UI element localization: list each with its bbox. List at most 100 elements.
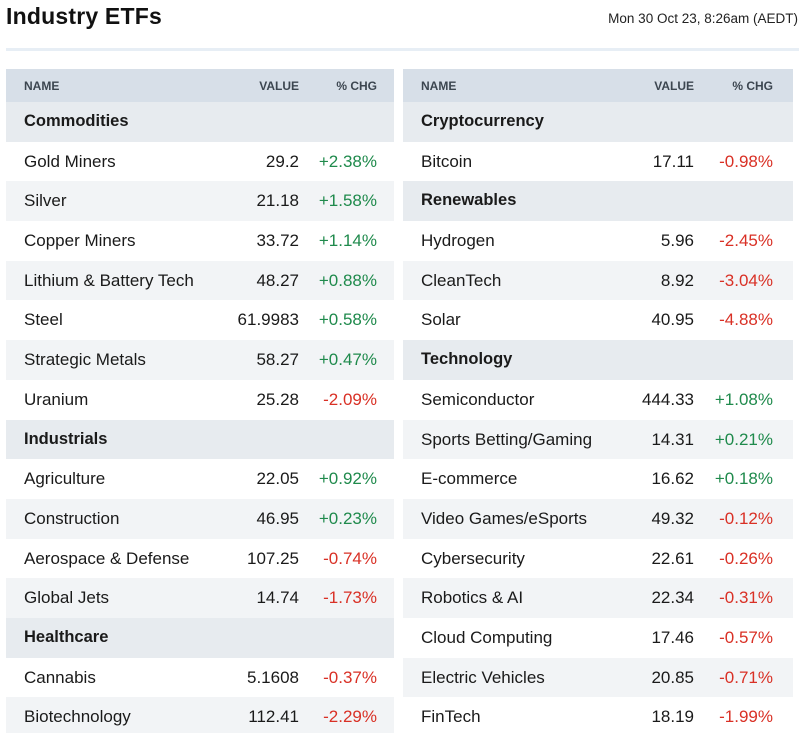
etf-name[interactable]: E-commerce (421, 469, 518, 489)
table-row-cleantech[interactable]: CleanTech 8.92 -3.04% (403, 260, 793, 301)
etf-name[interactable]: Global Jets (24, 588, 110, 608)
etf-name[interactable]: Lithium & Battery Tech (24, 270, 194, 290)
etf-value: 5.96 (660, 231, 694, 251)
table-row-video-games-esports[interactable]: Video Games/eSports 49.32 -0.12% (403, 498, 793, 539)
table-row-global-jets[interactable]: Global Jets 14.74 -1.73% (6, 578, 394, 618)
page-title: Industry ETFs (6, 3, 162, 29)
table-row-gold-miners[interactable]: Gold Miners 29.2 +2.38% (6, 142, 394, 182)
page-header: Industry ETFs Mon 30 Oct 23, 8:26am (AED… (0, 0, 804, 48)
group-header-industrials: Industrials (6, 419, 394, 460)
table-row-hydrogen[interactable]: Hydrogen 5.96 -2.45% (403, 221, 793, 261)
table-row-sports-betting-gaming[interactable]: Sports Betting/Gaming 14.31 +0.21% (403, 419, 793, 460)
etf-name[interactable]: Strategic Metals (24, 350, 146, 370)
etf-name[interactable]: Uranium (24, 389, 89, 409)
etf-percent-change: -0.57% (719, 627, 773, 647)
group-label: Renewables (421, 191, 517, 210)
etf-name[interactable]: Biotechnology (24, 707, 131, 727)
table-row-bitcoin[interactable]: Bitcoin 17.11 -0.98% (403, 142, 793, 182)
table-row-cloud-computing[interactable]: Cloud Computing 17.46 -0.57% (403, 618, 793, 658)
etf-value: 16.62 (651, 469, 694, 489)
group-header-cryptocurrency: Cryptocurrency (403, 102, 793, 142)
etf-percent-change: -4.88% (719, 310, 773, 330)
table-row-steel[interactable]: Steel 61.9983 +0.58% (6, 300, 394, 340)
etf-value: 112.41 (248, 707, 299, 727)
etf-value: 22.05 (256, 469, 299, 489)
etf-name[interactable]: Agriculture (24, 469, 106, 489)
table-row-silver[interactable]: Silver 21.18 +1.58% (6, 181, 394, 222)
etf-name[interactable]: Copper Miners (24, 231, 136, 251)
etf-value: 18.19 (651, 707, 694, 727)
column-header-change[interactable]: % CHG (336, 79, 377, 93)
etf-name[interactable]: CleanTech (421, 270, 502, 290)
etf-name[interactable]: Cloud Computing (421, 627, 553, 647)
etf-value: 40.95 (651, 310, 694, 330)
etf-table-right: NAME VALUE % CHG Cryptocurrency Bitcoin 17… (403, 69, 793, 733)
etf-name[interactable]: Gold Miners (24, 151, 116, 171)
timestamp: Mon 30 Oct 23, 8:26am (AEDT) (608, 11, 798, 26)
table-row-strategic-metals[interactable]: Strategic Metals 58.27 +0.47% (6, 340, 394, 380)
etf-name[interactable]: Construction (24, 508, 120, 528)
etf-name[interactable]: Cannabis (24, 667, 96, 687)
etf-name[interactable]: Silver (24, 191, 67, 211)
etf-value: 20.85 (651, 667, 694, 687)
etf-percent-change: -2.29% (323, 707, 377, 727)
column-header-value[interactable]: VALUE (654, 79, 694, 93)
etf-name[interactable]: Video Games/eSports (421, 508, 587, 528)
etf-name[interactable]: Sports Betting/Gaming (421, 429, 593, 449)
table-row-fintech[interactable]: FinTech 18.19 -1.99% (403, 697, 793, 733)
table-row-lithium-and-battery-tech[interactable]: Lithium & Battery Tech 48.27 +0.88% (6, 260, 394, 301)
group-header-commodities: Commodities (6, 102, 394, 142)
table-row-electric-vehicles[interactable]: Electric Vehicles 20.85 -0.71% (403, 657, 793, 698)
group-header-technology: Technology (403, 340, 793, 380)
group-header-renewables: Renewables (403, 181, 793, 222)
column-header-name[interactable]: NAME (421, 79, 457, 93)
etf-name[interactable]: Solar (421, 310, 461, 330)
etf-percent-change: +0.18% (714, 469, 773, 489)
etf-value: 444.33 (642, 389, 694, 409)
etf-percent-change: -2.45% (719, 231, 773, 251)
etf-percent-change: -0.98% (719, 151, 773, 171)
etf-name[interactable]: Hydrogen (421, 231, 495, 251)
etf-percent-change: +0.88% (318, 270, 377, 290)
group-header-healthcare: Healthcare (6, 617, 394, 658)
etf-percent-change: -0.37% (323, 667, 377, 687)
table-row-e-commerce[interactable]: E-commerce 16.62 +0.18% (403, 459, 793, 499)
table-row-copper-miners[interactable]: Copper Miners 33.72 +1.14% (6, 221, 394, 261)
etf-value: 14.31 (651, 429, 694, 449)
etf-percent-change: +0.47% (318, 350, 377, 370)
etf-value: 8.92 (660, 270, 694, 290)
column-header-change[interactable]: % CHG (732, 79, 773, 93)
etf-name[interactable]: Aerospace & Defense (24, 548, 190, 568)
table-row-uranium[interactable]: Uranium 25.28 -2.09% (6, 380, 394, 420)
etf-percent-change: -0.26% (719, 548, 773, 568)
table-row-agriculture[interactable]: Agriculture 22.05 +0.92% (6, 459, 394, 499)
table-row-cybersecurity[interactable]: Cybersecurity 22.61 -0.26% (403, 539, 793, 579)
table-row-construction[interactable]: Construction 46.95 +0.23% (6, 498, 394, 539)
table-row-solar[interactable]: Solar 40.95 -4.88% (403, 300, 793, 340)
table-row-semiconductor[interactable]: Semiconductor 444.33 +1.08% (403, 380, 793, 420)
etf-name[interactable]: FinTech (421, 707, 481, 727)
header-divider (6, 48, 799, 51)
etf-value: 29.2 (265, 151, 299, 171)
etf-name[interactable]: Steel (24, 310, 63, 330)
table-row-cannabis[interactable]: Cannabis 5.1608 -0.37% (6, 658, 394, 698)
etf-value: 22.61 (651, 548, 694, 568)
etf-percent-change: +2.38% (318, 151, 377, 171)
etf-percent-change: -3.04% (719, 270, 773, 290)
etf-name[interactable]: Cybersecurity (421, 548, 525, 568)
etf-name[interactable]: Semiconductor (421, 389, 535, 409)
etf-name[interactable]: Robotics & AI (421, 588, 524, 608)
etf-name[interactable]: Bitcoin (421, 151, 473, 171)
etf-name[interactable]: Electric Vehicles (421, 667, 545, 687)
etf-value: 21.18 (256, 191, 299, 211)
table-row-biotechnology[interactable]: Biotechnology 112.41 -2.29% (6, 697, 394, 733)
table-row-aerospace-and-defense[interactable]: Aerospace & Defense 107.25 -0.74% (6, 539, 394, 579)
etf-percent-change: -1.99% (719, 707, 773, 727)
table-header: NAME VALUE % CHG (6, 69, 394, 102)
group-label: Healthcare (24, 627, 109, 646)
column-header-value[interactable]: VALUE (259, 79, 299, 93)
table-row-robotics-and-ai[interactable]: Robotics & AI 22.34 -0.31% (403, 578, 793, 618)
etf-value: 25.28 (256, 389, 299, 409)
etf-value: 33.72 (256, 231, 299, 251)
column-header-name[interactable]: NAME (24, 79, 60, 93)
